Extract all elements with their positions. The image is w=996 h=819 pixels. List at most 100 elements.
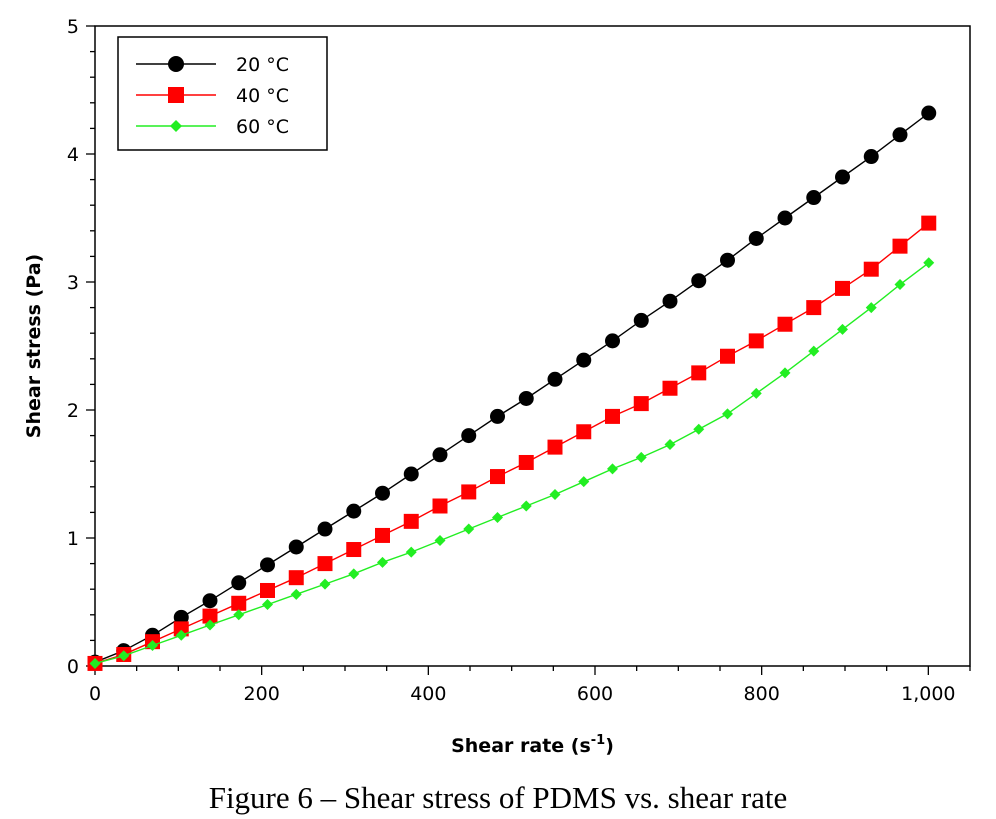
data-point [863, 149, 879, 165]
data-point [490, 408, 505, 424]
data-point [865, 302, 877, 314]
data-point [204, 619, 216, 631]
x-tick-label: 800 [744, 683, 780, 705]
data-point [806, 190, 822, 206]
x-axis-title-end: ) [605, 735, 614, 757]
data-point [578, 476, 590, 488]
data-point [175, 629, 187, 641]
data-point [403, 466, 419, 482]
data-point [835, 169, 850, 185]
legend-marker [168, 87, 184, 103]
data-point [662, 380, 678, 396]
data-point [576, 352, 592, 368]
x-tick-label: 0 [89, 683, 101, 705]
data-point [202, 608, 218, 624]
data-point [547, 371, 563, 387]
data-point [662, 293, 678, 309]
legend-entry: 20 °C [136, 54, 289, 76]
data-point [118, 650, 130, 662]
data-point [89, 657, 101, 669]
data-point [260, 582, 275, 598]
x-tick-label: 200 [244, 683, 280, 705]
data-point [288, 539, 304, 555]
data-point [892, 238, 908, 254]
legend-marker [168, 56, 184, 72]
y-tick-label: 2 [67, 400, 79, 422]
data-point [691, 365, 707, 381]
legend-entry: 60 °C [136, 116, 289, 138]
data-point [317, 521, 333, 537]
legend: 20 °C 40 °C 60 °C [117, 36, 328, 151]
data-point [290, 588, 302, 600]
data-point [547, 439, 563, 455]
data-point [262, 599, 273, 611]
x-tick-label: 1,000 [901, 683, 955, 705]
data-point [461, 428, 477, 444]
data-point [750, 387, 762, 399]
data-point [635, 451, 647, 463]
data-point [837, 323, 848, 335]
data-point [633, 312, 649, 328]
data-point [463, 523, 475, 535]
data-point [720, 252, 735, 268]
data-point [835, 280, 850, 296]
data-point [233, 609, 245, 621]
data-point [777, 210, 793, 226]
data-point [405, 546, 417, 558]
data-point [777, 316, 793, 332]
data-point [863, 261, 879, 277]
x-axis-title-superscript: -1 [591, 733, 605, 748]
data-point [319, 578, 331, 590]
plot-frame [94, 25, 971, 667]
data-point [432, 498, 448, 514]
series-3 [89, 257, 935, 669]
x-axis-title-main: Shear rate (s [451, 735, 591, 757]
data-point [346, 542, 362, 558]
x-axis-title: Shear rate (s-1) [451, 733, 614, 757]
y-tick-label: 3 [67, 272, 79, 294]
data-point [260, 557, 275, 573]
data-point [202, 593, 218, 609]
series-2 [87, 215, 937, 671]
data-point [921, 105, 937, 121]
data-point [779, 367, 791, 379]
y-tick-label: 5 [67, 16, 79, 38]
legend-box [117, 36, 328, 151]
data-point [576, 424, 592, 440]
data-point [173, 609, 189, 625]
data-point [432, 447, 448, 463]
data-point [664, 439, 676, 451]
data-point [147, 640, 158, 652]
data-point [317, 556, 333, 572]
data-point [231, 595, 247, 611]
data-point [605, 408, 620, 424]
data-point [892, 127, 908, 143]
chart: 0 200 400 600 800 1,000 0 1 2 3 4 5 Shear rate (s-… [23, 16, 971, 757]
series-line [94, 222, 930, 665]
data-point [375, 485, 390, 501]
data-point [348, 568, 360, 580]
legend-entry: 40 °C [136, 85, 289, 107]
figure-caption: Figure 6 – Shear stress of PDMS vs. shea… [208, 780, 788, 815]
data-point [691, 273, 707, 289]
x-tick-label: 600 [577, 683, 613, 705]
data-point [403, 513, 419, 529]
legend-label: 60 °C [236, 116, 289, 138]
data-point [549, 488, 561, 500]
series-layer [87, 105, 937, 671]
data-point [605, 333, 620, 349]
y-axis-title: Shear stress (Pa) [23, 254, 45, 438]
series-1 [87, 105, 937, 670]
data-point [923, 257, 935, 269]
data-point [607, 463, 618, 475]
legend-label: 40 °C [236, 85, 289, 107]
series-line [94, 262, 930, 665]
data-point [748, 333, 764, 349]
data-point [894, 279, 906, 291]
y-axis: 0 1 2 3 4 5 [67, 16, 95, 678]
y-tick-label: 4 [67, 144, 79, 166]
data-point [461, 484, 477, 500]
series-line [94, 112, 930, 663]
data-point [377, 556, 388, 568]
y-tick-label: 0 [67, 656, 79, 678]
